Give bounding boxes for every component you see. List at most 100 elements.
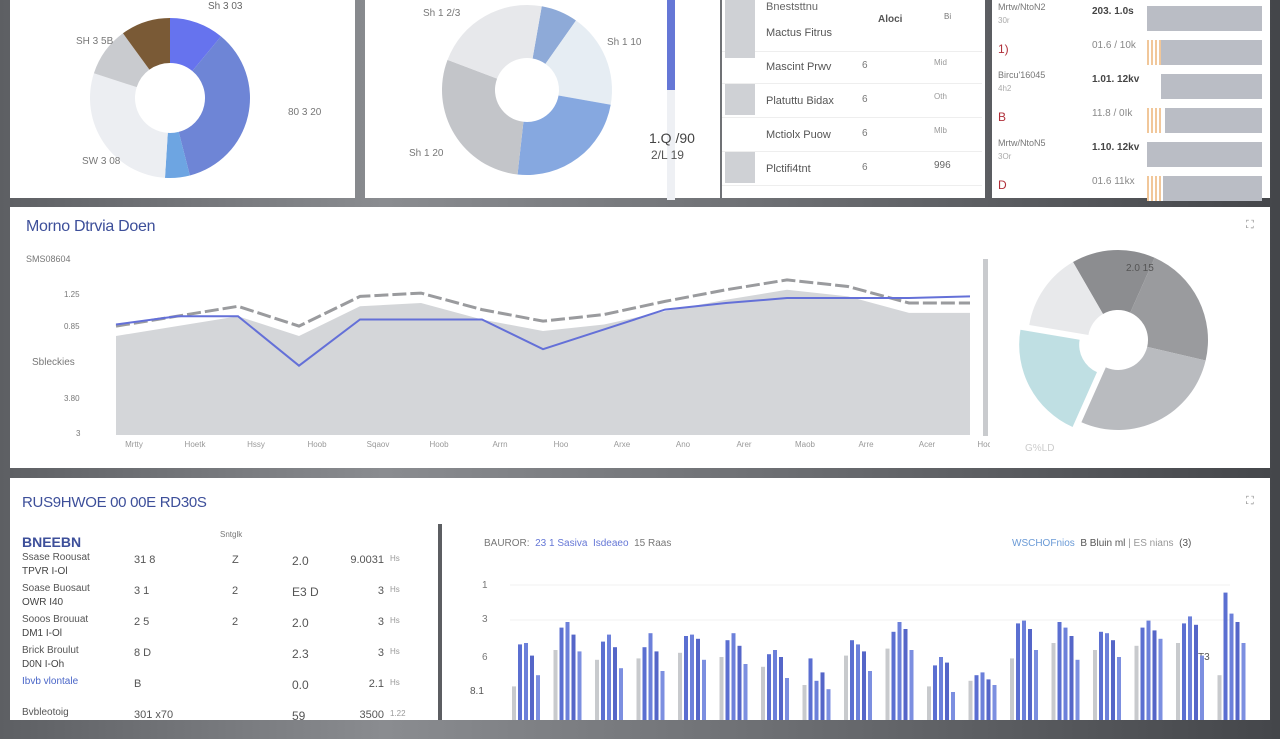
bar-list-row[interactable]: Mrtw/NtoN5 3Or 1.10. 12kv [992, 138, 1272, 172]
bar[interactable] [601, 641, 605, 720]
bar[interactable] [636, 658, 641, 720]
bar[interactable] [909, 650, 914, 720]
legend-item[interactable]: 15 Raas [634, 538, 672, 549]
bar[interactable] [826, 689, 831, 720]
bar[interactable] [992, 685, 997, 720]
bar[interactable] [927, 686, 931, 720]
bar[interactable] [1063, 627, 1068, 720]
donut-slice[interactable] [164, 131, 190, 179]
donut-slice[interactable] [170, 18, 221, 72]
bar[interactable] [1140, 627, 1145, 720]
table-row[interactable]: Sooos Brouuat DM1 I-Ol 2 5 2 2.0 3 Hs [22, 614, 442, 646]
bar[interactable] [1158, 638, 1163, 720]
bar[interactable] [1152, 630, 1157, 720]
bar[interactable] [530, 655, 534, 720]
bar[interactable] [696, 638, 700, 720]
bar[interactable] [779, 657, 783, 720]
bar[interactable] [737, 645, 742, 720]
bar[interactable] [891, 631, 896, 720]
bar[interactable] [725, 640, 730, 720]
bar[interactable] [642, 647, 647, 720]
bar-list-row[interactable]: B 11.8 / 0Ik [992, 104, 1272, 138]
table-row[interactable]: Mascint Prwv 6 Mid [722, 50, 982, 84]
bar[interactable] [1075, 659, 1080, 720]
donut-slice[interactable] [442, 59, 524, 175]
bar[interactable] [565, 622, 570, 720]
bar[interactable] [684, 636, 688, 720]
bar[interactable] [850, 640, 854, 720]
donut-slice[interactable] [1019, 329, 1097, 427]
bar[interactable] [690, 634, 694, 720]
donut-slice[interactable] [122, 18, 170, 70]
bar[interactable] [862, 651, 866, 720]
bar-list-row[interactable]: Bircu'16045 4h2 1.01. 12kv [992, 70, 1272, 104]
bar[interactable] [945, 662, 949, 720]
bar[interactable] [1188, 616, 1192, 720]
expand-icon[interactable]: ⛶ [1246, 495, 1254, 507]
bar[interactable] [654, 651, 659, 720]
bar[interactable] [660, 671, 665, 720]
donut-slice[interactable] [532, 6, 576, 64]
bar[interactable] [1241, 643, 1246, 720]
bar[interactable] [820, 672, 825, 720]
bar[interactable] [1146, 620, 1151, 720]
bar[interactable] [785, 678, 789, 720]
bar[interactable] [1235, 622, 1240, 720]
table-row[interactable]: Soase Buosaut OWR I40 3 1 2 E3 D 3 Hs [22, 583, 442, 615]
bar[interactable] [577, 651, 582, 720]
bar[interactable] [512, 686, 516, 720]
donut-slice[interactable] [90, 73, 168, 178]
table-row[interactable]: Ibvb vlontale B 0.0 2.1 Hs [22, 676, 442, 708]
table-row[interactable]: Platuttu Bidax 6 Oth [722, 84, 982, 118]
bar[interactable] [536, 675, 540, 720]
donut-slice[interactable] [517, 95, 611, 176]
bar[interactable] [814, 680, 819, 720]
bar[interactable] [1229, 613, 1234, 720]
legend-item[interactable]: WSCHOFnios [1012, 538, 1075, 549]
bar[interactable] [1010, 658, 1014, 720]
legend-item[interactable]: ES nians [1133, 538, 1174, 549]
bar[interactable] [1105, 633, 1109, 720]
bar[interactable] [1111, 640, 1115, 720]
donut-slice[interactable] [93, 33, 150, 88]
bar[interactable] [702, 659, 706, 720]
table-row[interactable]: Brick Broulut D0N I-Oh 8 D 2.3 3 Hs [22, 645, 442, 677]
bar[interactable] [743, 664, 748, 720]
bar[interactable] [524, 643, 528, 720]
bar[interactable] [856, 644, 860, 720]
bar[interactable] [1194, 624, 1198, 720]
bar-list-row[interactable]: 1) 01.6 / 10k [992, 36, 1272, 70]
legend-item[interactable]: (3) [1179, 538, 1192, 549]
bar[interactable] [1134, 645, 1139, 720]
bar[interactable] [1057, 622, 1062, 720]
table-row[interactable]: Plctifi4tnt 6 996 [722, 152, 982, 186]
legend-item[interactable]: 23 1 Sasiva [535, 538, 588, 549]
bar[interactable] [885, 648, 890, 720]
bar[interactable] [648, 633, 653, 720]
bar[interactable] [808, 658, 813, 720]
bar[interactable] [1069, 636, 1074, 720]
bar[interactable] [571, 634, 576, 720]
bar[interactable] [986, 679, 991, 720]
bar[interactable] [1022, 620, 1026, 720]
bar[interactable] [1223, 592, 1228, 720]
bar[interactable] [607, 634, 611, 720]
donut-slice[interactable] [447, 5, 542, 79]
bar[interactable] [974, 675, 979, 720]
bar[interactable] [767, 654, 771, 720]
bar[interactable] [1028, 629, 1032, 720]
bar[interactable] [802, 685, 807, 720]
donut-slice[interactable] [1130, 257, 1208, 361]
bar[interactable] [719, 657, 724, 720]
bar[interactable] [980, 672, 985, 720]
bar[interactable] [731, 633, 736, 720]
donut-slice[interactable] [1029, 262, 1103, 335]
donut-slice[interactable] [545, 20, 612, 105]
bar[interactable] [553, 650, 558, 720]
bar[interactable] [903, 629, 908, 720]
bar[interactable] [678, 652, 682, 720]
bar[interactable] [868, 671, 872, 720]
bar[interactable] [559, 627, 564, 720]
bar[interactable] [939, 657, 943, 720]
table-row[interactable]: Mactus Fitrus [722, 0, 982, 58]
